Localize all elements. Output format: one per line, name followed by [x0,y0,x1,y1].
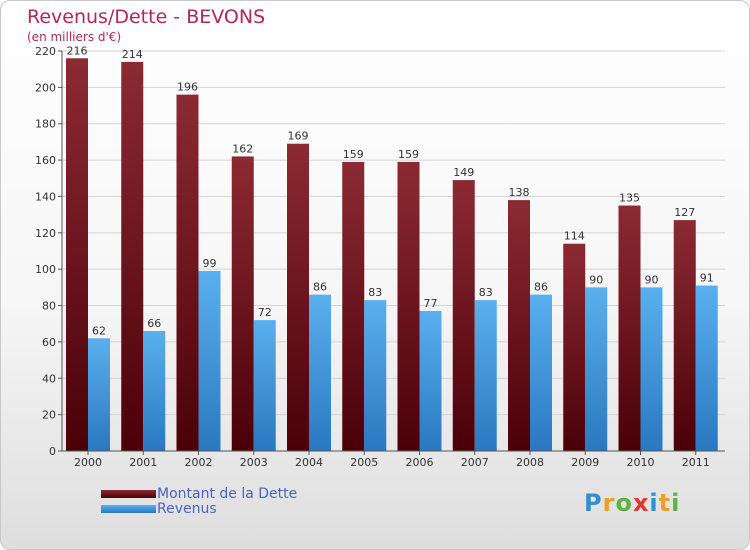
data-label-dette: 149 [453,166,474,179]
legend-swatch-dette [101,490,156,498]
bar-revenus [474,300,497,451]
y-tick-label: 100 [35,263,56,276]
bar-dette [121,61,144,452]
bar-dette [287,143,309,451]
logo-letter: o [615,489,633,517]
bar-dette [508,200,530,451]
x-tick-label: 2002 [185,456,213,469]
x-tick-label: 2011 [682,456,710,469]
y-tick-label: 160 [35,154,56,167]
x-tick-label: 2005 [350,456,378,469]
data-label-revenus: 62 [92,324,106,337]
bar-revenus [695,285,718,451]
data-label-dette: 214 [122,48,143,61]
x-tick-label: 2007 [461,456,489,469]
data-label-dette: 159 [343,148,364,161]
logo-letter: P [584,489,603,517]
proxiti-logo: Proxiti [584,489,680,517]
data-label-revenus: 77 [424,297,438,310]
x-tick-label: 2004 [295,456,323,469]
y-tick-label: 20 [42,409,56,422]
data-label-revenus: 72 [258,306,272,319]
y-tick-label: 180 [35,118,56,131]
data-label-revenus: 83 [368,286,382,299]
logo-letter: t [658,489,672,517]
y-tick-label: 0 [49,445,56,458]
x-tick-label: 2009 [571,456,599,469]
legend-swatch-revenus [101,505,156,513]
chart-title: Revenus/Dette - BEVONS [27,6,266,28]
data-label-dette: 135 [619,192,640,205]
bar-dette [673,220,696,451]
bar-dette [563,243,586,451]
x-tick-label: 2010 [627,456,655,469]
legend-label-revenus: Revenus [157,501,217,517]
data-label-revenus: 91 [700,272,714,285]
bar-revenus [419,311,442,451]
logo-letter: i [649,489,659,517]
axis-layer: 0 20 40 60 80 100 120 140 160 180 200 220 2000 2001 20… [35,45,725,469]
labels-layer: 216 62 214 66 196 99 162 72 169 86 159 83 159 77 149 83… [67,44,714,337]
y-tick-label: 60 [42,336,56,349]
bar-dette [231,156,254,452]
bar-dette [618,205,641,451]
data-label-dette: 169 [288,130,309,143]
chart-subtitle: (en milliers d'€) [27,30,122,44]
logo-letter: i [671,489,681,517]
data-label-dette: 127 [674,206,695,219]
legend-label-dette: Montant de la Dette [157,486,298,502]
bar-revenus [585,287,608,451]
data-label-revenus: 86 [534,281,548,294]
bar-revenus [364,300,387,451]
y-tick-label: 120 [35,227,56,240]
x-tick-label: 2003 [240,456,268,469]
data-label-revenus: 66 [147,317,161,330]
bar-revenus [253,320,276,451]
x-tick-label: 2000 [74,456,102,469]
bar-dette [66,58,88,451]
bar-dette [397,161,420,451]
y-tick-label: 40 [42,372,56,385]
y-tick-label: 200 [35,81,56,94]
x-tick-label: 2006 [406,456,434,469]
y-tick-label: 140 [35,190,56,203]
bar-revenus [143,331,166,451]
bar-dette [452,180,475,451]
x-tick-label: 2008 [516,456,544,469]
data-label-revenus: 90 [645,273,659,286]
bar-dette [342,161,365,451]
data-label-revenus: 83 [479,286,493,299]
data-label-revenus: 86 [313,281,327,294]
data-label-revenus: 99 [203,257,217,270]
bars-layer [66,58,718,452]
y-tick-label: 80 [42,300,56,313]
data-label-dette: 196 [177,81,198,94]
bar-revenus [640,287,663,451]
grid-layer [62,50,725,452]
bar-revenus [88,338,110,451]
data-label-dette: 138 [509,186,530,199]
x-tick-label: 2001 [129,456,157,469]
data-label-dette: 162 [232,142,253,155]
bar-revenus [198,271,221,451]
bar-revenus [530,294,552,451]
data-label-dette: 114 [564,230,585,243]
data-label-dette: 216 [67,44,88,57]
data-label-dette: 159 [398,148,419,161]
bar-revenus [309,294,331,451]
y-tick-label: 220 [35,45,56,58]
bar-dette [176,94,199,452]
logo-letter: x [632,489,650,517]
logo-letter: r [602,489,616,517]
data-label-revenus: 90 [589,273,603,286]
